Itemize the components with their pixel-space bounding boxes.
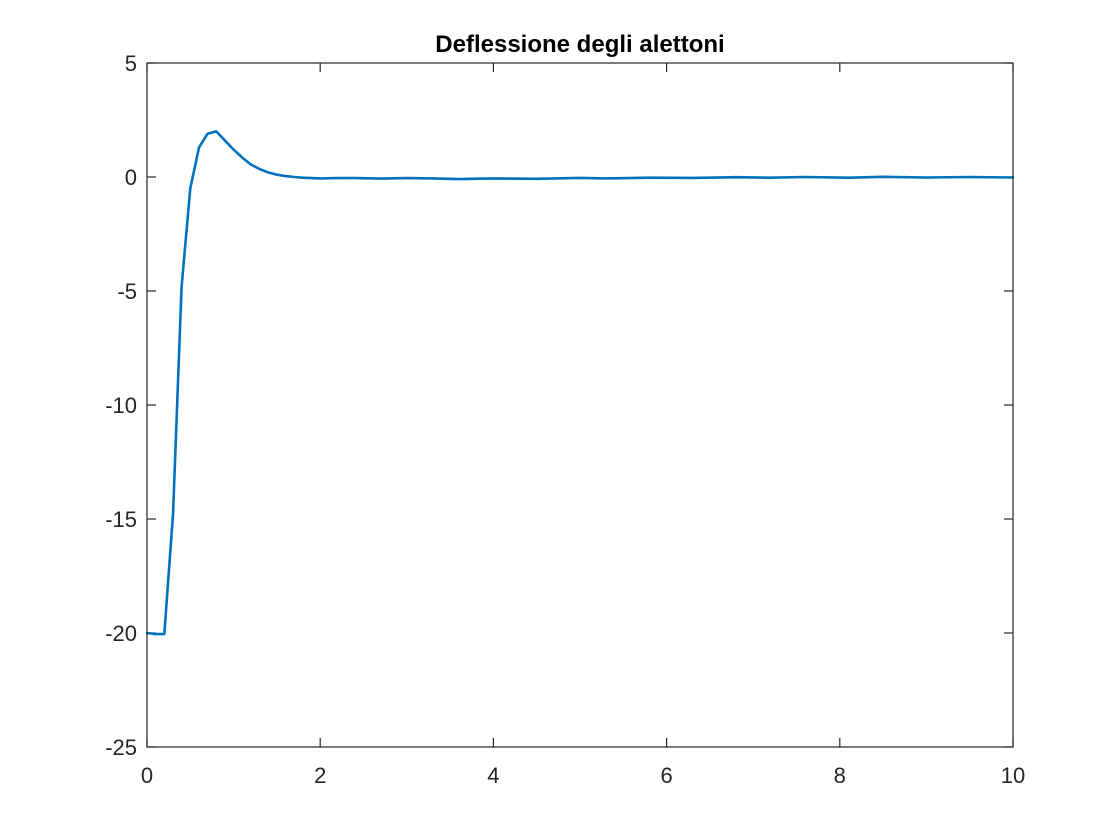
y-tick-label: -5 (117, 279, 137, 304)
y-tick-label: 5 (125, 51, 137, 76)
series-line (145, 130, 1015, 636)
y-tick-label: -25 (105, 735, 137, 760)
x-tick-label: 8 (834, 763, 846, 788)
x-tick-label: 10 (1001, 763, 1025, 788)
x-tick-label: 4 (487, 763, 499, 788)
y-tick-label: 0 (125, 165, 137, 190)
plot-box (146, 62, 1014, 748)
axes: 0 2 4 6 8 10 -25 -20 -15 -10 -5 0 5 (105, 51, 1025, 788)
chart-title: Deflessione degli alettoni (435, 31, 724, 58)
y-tick-label: -10 (105, 393, 137, 418)
x-tick-label: 2 (314, 763, 326, 788)
series-layer (145, 130, 1015, 636)
y-tick-label: -15 (105, 507, 137, 532)
x-tick-label: 6 (660, 763, 672, 788)
x-tick-label: 0 (141, 763, 153, 788)
y-tick-label: -20 (105, 621, 137, 646)
